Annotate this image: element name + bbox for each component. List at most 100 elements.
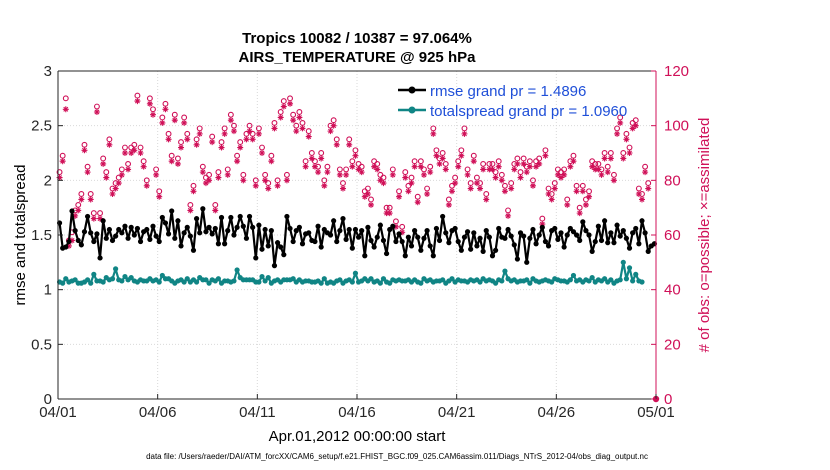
spread-series-point [262,278,268,284]
obs-possible-marker [498,171,505,178]
obs-possible-marker [642,163,649,170]
obs-possible-marker [324,163,331,170]
obs-possible-marker [399,223,406,230]
obs-assimilated-marker [190,188,197,195]
obs-assimilated-marker [445,201,452,208]
obs-assimilated-marker [287,100,294,107]
obs-assimilated-marker [464,171,471,178]
obs-possible-marker [212,201,219,208]
obs-assimilated-marker [262,177,269,184]
obs-possible-marker [368,196,374,203]
spread-series-point [100,279,106,285]
obs-assimilated-marker [318,155,325,162]
x-tick-label: 04/26 [538,404,576,421]
rmse-series-point [374,234,380,240]
rmse-series-point [265,243,271,249]
obs-assimilated-marker [377,177,384,184]
spread-series-point [181,279,187,285]
rmse-series-point [533,241,539,247]
spread-series-point [156,279,162,285]
spread-series-point [206,280,212,286]
obs-assimilated-marker [149,111,156,118]
rmse-series-point [103,235,109,241]
rmse-series-point [542,238,549,245]
obs-assimilated-marker [339,185,346,192]
rmse-series-point [418,247,424,253]
rmse-series-point [371,244,377,250]
obs-assimilated-marker [561,171,568,178]
obs-assimilated-marker [448,188,455,195]
obs-possible-marker [343,166,350,173]
obs-possible-marker [623,130,630,137]
obs-possible-marker [530,177,536,184]
obs-assimilated-marker [62,106,69,113]
obs-assimilated-marker [414,199,421,206]
spread-series-point [477,279,483,285]
obs-assimilated-marker [271,125,278,132]
rmse-series-point [222,241,228,247]
obs-possible-marker [508,180,515,187]
obs-possible-marker [259,144,265,151]
obs-assimilated-marker [638,196,645,203]
rmse-series-point [586,232,592,238]
rmse-series-point [602,218,608,224]
y-right-tick-label: 20 [664,336,681,353]
rmse-series-point [243,235,250,241]
obs-possible-marker [620,150,627,156]
spread-series-point [184,276,190,282]
obs-assimilated-marker [69,237,76,244]
rmse-series-point [483,228,489,234]
rmse-series-point [340,216,346,222]
obs-possible-marker [473,174,480,181]
rmse-series-point [203,229,209,235]
obs-possible-marker [480,160,487,167]
obs-assimilated-marker [358,169,365,176]
obs-assimilated-marker [202,180,209,187]
obs-assimilated-marker [87,196,94,203]
obs-possible-marker [299,119,306,126]
rmse-series-point [387,226,393,233]
obs-assimilated-marker [343,171,350,178]
rmse-series-point [580,219,586,225]
rmse-series-point [66,238,72,245]
rmse-series-point [502,235,508,241]
obs-possible-marker [246,122,253,129]
obs-possible-marker [168,152,175,159]
obs-assimilated-marker [246,128,253,135]
spread-series-point [63,276,69,282]
rmse-series-point [440,213,446,220]
y-right-tick-label: 120 [664,63,689,80]
rmse-series-point [390,223,396,229]
obs-possible-marker [277,109,284,115]
obs-assimilated-marker [570,158,577,165]
obs-possible-marker [312,158,318,165]
obs-assimilated-marker [495,163,502,170]
spread-series-point [589,275,595,281]
spread-series-point [380,276,387,282]
obs-assimilated-marker [442,166,449,173]
obs-assimilated-marker [427,169,434,176]
rmse-series-point [299,241,306,247]
obs-assimilated-marker [103,174,110,181]
obs-assimilated-marker [598,171,605,178]
obs-possible-marker [364,185,371,192]
obs-assimilated-marker [492,174,499,181]
rmse-series-point [113,233,119,239]
rmse-series-point [564,232,570,238]
obs-assimilated-marker [330,122,337,129]
rmse-series-point [88,230,94,236]
rmse-series-point [433,225,440,232]
rmse-series-point [412,228,418,234]
x-tick-label: 04/11 [239,404,275,421]
obs-assimilated-marker [635,191,642,197]
obs-assimilated-marker [255,130,262,137]
spread-series-point [418,280,424,286]
obs-assimilated-marker [327,128,334,135]
obs-assimilated-marker [604,169,611,176]
spread-series-point [234,267,240,273]
rmse-series-point [396,231,402,237]
rmse-series-point [331,218,337,224]
obs-possible-marker [520,155,527,162]
obs-assimilated-marker [240,177,247,184]
obs-assimilated-marker [131,147,138,154]
